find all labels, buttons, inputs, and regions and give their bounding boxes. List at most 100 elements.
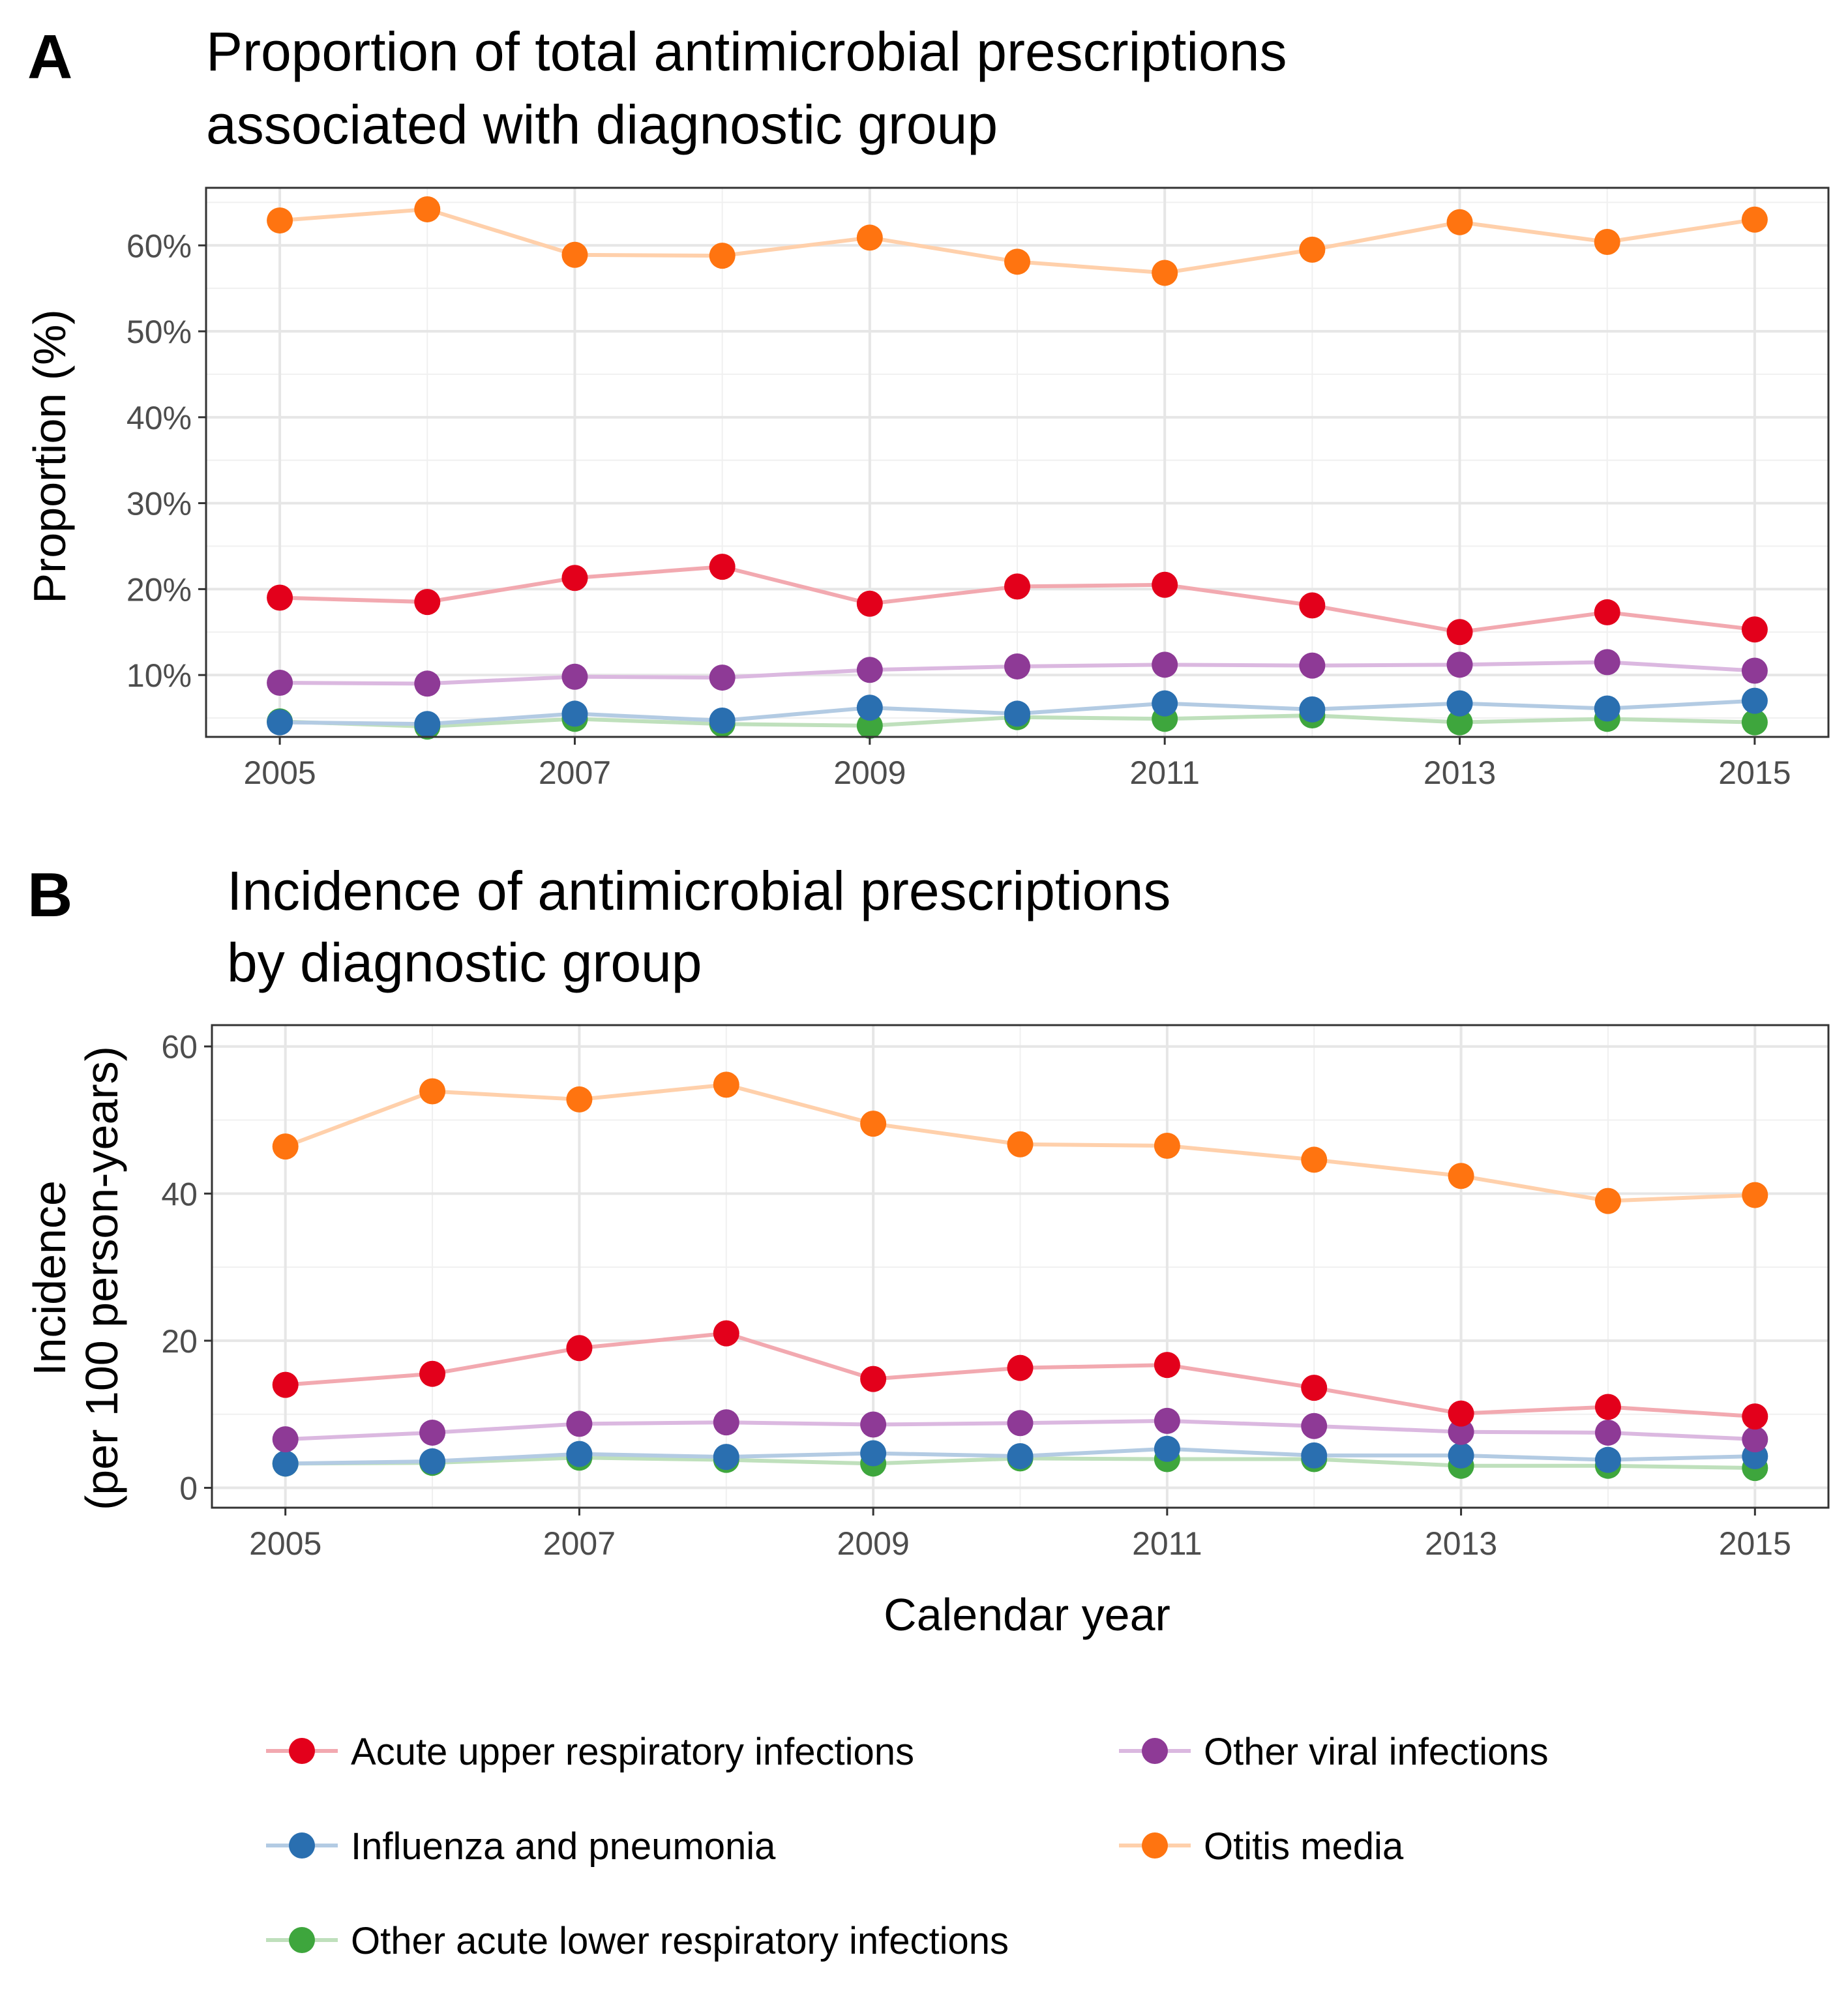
panel-b-data-point-otitis-media [1742,1182,1768,1208]
panel-a-data-point-other-viral-infections [414,670,441,697]
panel-b-data-point-otitis-media [419,1078,446,1105]
panel-b-plot-area: 0 20 40 60 2005 2007 2009 2011 2013 2015 [161,1024,1830,1562]
panel-b-y-tick-label: 40 [161,1176,198,1212]
panel-b-data-point-acute-upper-respiratory-infections [860,1366,887,1392]
panel-a-data-point-otitis-media [709,243,736,269]
panel-b-data-point-acute-upper-respiratory-infections [272,1371,299,1398]
panel-a-data-point-influenza-and-pneumonia [561,700,588,727]
panel-a-data-point-other-viral-infections [1741,657,1768,684]
legend-point [1142,1738,1168,1764]
panel-a-letter: A [27,22,72,92]
panel-a-data-point-otitis-media [1152,260,1178,286]
panel-a-x-tick-label: 2015 [1718,754,1791,791]
panel-a-data-point-influenza-and-pneumonia [1004,700,1030,727]
panel-a-x-tick-label: 2005 [243,754,316,791]
panel-a-data-point-acute-upper-respiratory-infections [1446,619,1473,646]
panel-b-data-point-influenza-and-pneumonia [1154,1435,1180,1462]
panel-a-data-point-other-acute-lower-respiratory-infections [856,712,883,739]
panel-a-y-tick-label: 40% [127,400,192,436]
panel-b-data-point-acute-upper-respiratory-infections [713,1320,739,1347]
panel-a-data-point-acute-upper-respiratory-infections [561,565,588,591]
panel-a-data-point-influenza-and-pneumonia [709,707,736,734]
panel-a-data-point-otitis-media [1594,229,1620,256]
legend-item-acute-upper-respiratory-infections: Acute upper respiratory infections [266,1731,914,1773]
legend-label: Other acute lower respiratory infections [351,1920,1009,1962]
panel-a-data-point-otitis-media [1299,236,1326,263]
panel-a-data-point-other-viral-infections [561,663,588,690]
panel-b-data-point-other-viral-infections [1301,1412,1328,1439]
panel-a-data-point-other-acute-lower-respiratory-infections [1446,709,1473,736]
legend-point [289,1927,315,1953]
panel-a-data-point-influenza-and-pneumonia [267,709,293,736]
legend-item-influenza-and-pneumonia: Influenza and pneumonia [266,1825,776,1868]
panel-a-data-point-other-viral-infections [856,657,883,683]
panel-a-data-point-other-viral-infections [1594,649,1620,676]
panel-b-x-tick-label: 2015 [1719,1525,1791,1562]
panel-b-data-point-influenza-and-pneumonia [1007,1443,1034,1470]
panel-b: B Incidence of antimicrobial prescriptio… [24,860,1830,1640]
panel-b-data-point-other-viral-infections [860,1411,887,1438]
panel-a-data-point-influenza-and-pneumonia [1741,687,1768,714]
panel-b-letter: B [27,860,72,930]
panel-b-data-point-influenza-and-pneumonia [860,1440,887,1467]
panel-a-x-tick-label: 2011 [1129,754,1200,791]
panel-b-x-axis-title: Calendar year [884,1589,1170,1640]
panel-b-data-point-influenza-and-pneumonia [1301,1442,1328,1469]
panel-a-data-point-otitis-media [856,224,883,251]
panel-a-data-point-acute-upper-respiratory-infections [1299,592,1326,619]
panel-a-data-point-otitis-media [561,241,588,268]
panel-a-plot-area: 10% 20% 30% 40% 50% 60% 2005 2007 2009 2011 2013 20… [127,187,1830,791]
panel-b-y-tick-label: 60 [161,1029,198,1066]
panel-b-data-point-acute-upper-respiratory-infections [1007,1354,1034,1381]
legend-label: Acute upper respiratory infections [351,1731,914,1773]
panel-b-data-point-otitis-media [566,1086,593,1113]
panel-b-x-tick-label: 2005 [249,1525,321,1562]
panel-a-data-point-acute-upper-respiratory-infections [267,584,293,611]
panel-a-data-point-acute-upper-respiratory-infections [414,589,441,616]
panel-a-data-point-other-viral-infections [1004,653,1030,680]
panel-b-y-axis-title-line-1: Incidence [24,1180,75,1376]
panel-a-data-point-otitis-media [1741,206,1768,233]
panel-b-data-point-acute-upper-respiratory-infections [1594,1394,1621,1420]
panel-a-data-point-acute-upper-respiratory-infections [856,590,883,617]
panel-a-data-point-acute-upper-respiratory-infections [709,554,736,580]
panel-b-data-point-influenza-and-pneumonia [713,1444,739,1471]
panel-a-data-point-otitis-media [1004,248,1030,275]
panel-b-data-point-otitis-media [860,1111,887,1137]
legend: Acute upper respiratory infections Other… [266,1731,1549,1962]
panel-b-data-point-other-viral-infections [1594,1419,1621,1446]
panel-a-data-point-other-viral-infections [1152,651,1178,678]
panel-a-data-point-acute-upper-respiratory-infections [1741,616,1768,643]
panel-b-data-point-otitis-media [272,1133,299,1160]
panel-b-plot-frame [211,1024,1830,1509]
legend-point [1142,1832,1168,1859]
panel-b-data-point-otitis-media [1007,1131,1034,1158]
panel-a-data-point-otitis-media [267,207,293,234]
panel-b-x-tick-label: 2013 [1425,1525,1497,1562]
panel-a-data-point-other-acute-lower-respiratory-infections [1741,709,1768,736]
panel-a-data-point-influenza-and-pneumonia [414,711,441,738]
panel-a-data-point-influenza-and-pneumonia [1299,696,1326,723]
panel-b-data-point-influenza-and-pneumonia [419,1448,446,1474]
panel-a-y-tick-label: 60% [127,228,192,264]
panel-a-title-line-1: Proportion of total antimicrobial prescr… [206,21,1287,82]
panel-b-x-tick-label: 2011 [1132,1525,1202,1562]
panel-b-data-point-otitis-media [1154,1133,1180,1159]
panel-b-data-point-otitis-media [1594,1188,1621,1214]
panel-a-x-tick-label: 2013 [1423,754,1496,791]
panel-b-y-axis-title-line-2: (per 100 person-years) [76,1046,127,1510]
panel-b-y-tick-label: 0 [179,1471,198,1507]
panel-b-data-point-acute-upper-respiratory-infections [1448,1400,1474,1427]
panel-b-title-line-1: Incidence of antimicrobial prescriptions [227,860,1170,921]
panel-b-data-point-acute-upper-respiratory-infections [1742,1403,1768,1430]
legend-item-other-viral-infections: Other viral infections [1119,1731,1549,1773]
panel-b-data-point-other-viral-infections [1154,1407,1180,1434]
panel-b-title-line-2: by diagnostic group [227,932,702,993]
panel-a-data-point-acute-upper-respiratory-infections [1152,571,1178,598]
panel-b-data-point-influenza-and-pneumonia [272,1450,299,1477]
panel-a-y-tick-label: 10% [127,657,192,694]
panel-a-data-point-acute-upper-respiratory-infections [1004,573,1030,600]
panel-a-x-tick-label: 2009 [833,754,906,791]
panel-b-data-point-acute-upper-respiratory-infections [1301,1375,1328,1401]
